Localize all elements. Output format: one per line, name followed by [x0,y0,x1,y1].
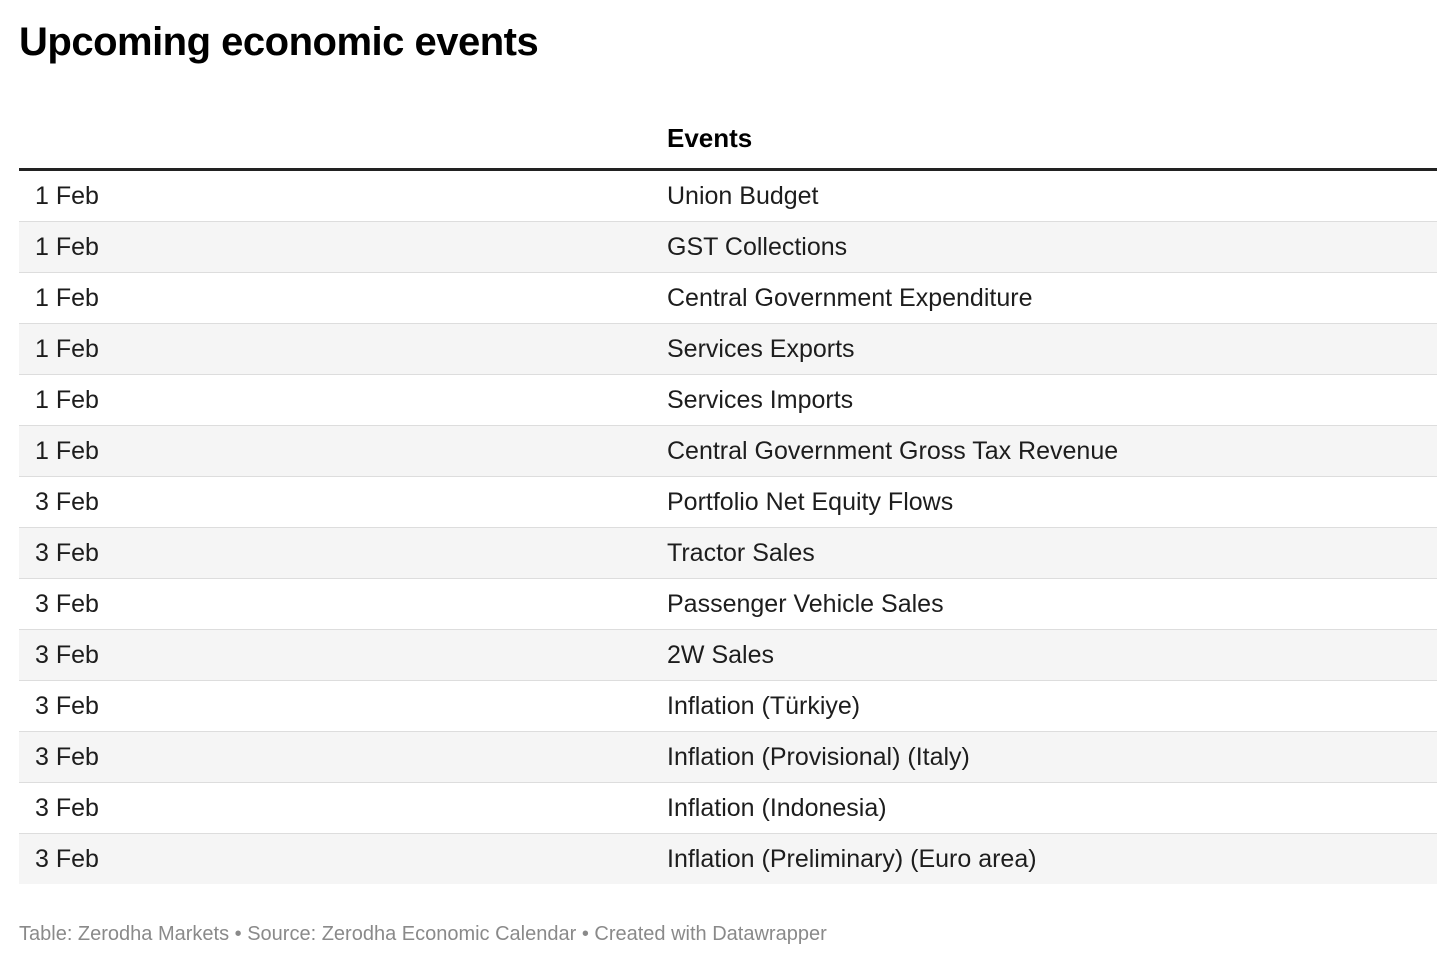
cell-event: Inflation (Preliminary) (Euro area) [651,833,1437,884]
table-row: 1 Feb Central Government Gross Tax Revenu… [19,425,1437,477]
table-row: 3 Feb 2W Sales [19,629,1437,681]
table-row: 3 Feb Inflation (Indonesia) [19,782,1437,834]
page-title: Upcoming economic events [19,20,539,64]
cell-event: Union Budget [651,169,1437,222]
cell-event: GST Collections [651,221,1437,273]
table-row: 3 Feb Portfolio Net Equity Flows [19,476,1437,528]
cell-date: 3 Feb [19,680,651,732]
table-row: 3 Feb Inflation (Türkiye) [19,680,1437,732]
cell-date: 1 Feb [19,221,651,273]
cell-event: 2W Sales [651,629,1437,681]
cell-date: 3 Feb [19,833,651,884]
header-row: Events [19,108,1437,171]
cell-date: 3 Feb [19,527,651,579]
cell-date: 3 Feb [19,629,651,681]
cell-date: 1 Feb [19,169,651,222]
table-row: 1 Feb Union Budget [19,169,1437,222]
cell-event: Central Government Gross Tax Revenue [651,425,1437,477]
cell-event: Inflation (Provisional) (Italy) [651,731,1437,783]
cell-date: 1 Feb [19,374,651,426]
cell-date: 1 Feb [19,425,651,477]
events-table: Events 1 Feb Union Budget 1 Feb GST Collect… [19,108,1437,884]
cell-date: 3 Feb [19,782,651,834]
cell-date: 3 Feb [19,578,651,630]
cell-event: Services Imports [651,374,1437,426]
table-row: 1 Feb Services Exports [19,323,1437,375]
table-row: 1 Feb Services Imports [19,374,1437,426]
table-header: Events [19,108,1437,171]
cell-date: 1 Feb [19,323,651,375]
cell-event: Inflation (Indonesia) [651,782,1437,834]
table-row: 3 Feb Passenger Vehicle Sales [19,578,1437,630]
table-body: 1 Feb Union Budget 1 Feb GST Collections 1 F… [19,169,1437,884]
cell-date: 3 Feb [19,731,651,783]
table-row: 3 Feb Inflation (Preliminary) (Euro area) [19,833,1437,884]
table-row: 3 Feb Tractor Sales [19,527,1437,579]
cell-event: Tractor Sales [651,527,1437,579]
cell-event: Central Government Expenditure [651,272,1437,324]
table-row: 3 Feb Inflation (Provisional) (Italy) [19,731,1437,783]
table-footer: Table: Zerodha Markets • Source: Zerodha… [19,923,827,945]
header-date[interactable] [19,108,651,171]
table-row: 1 Feb Central Government Expenditure [19,272,1437,324]
cell-date: 1 Feb [19,272,651,324]
cell-event: Passenger Vehicle Sales [651,578,1437,630]
table-row: 1 Feb GST Collections [19,221,1437,273]
events-table-container: Events 1 Feb Union Budget 1 Feb GST Collect… [19,108,1437,884]
header-events[interactable]: Events [651,108,1437,171]
cell-event: Inflation (Türkiye) [651,680,1437,732]
cell-date: 3 Feb [19,476,651,528]
cell-event: Services Exports [651,323,1437,375]
cell-event: Portfolio Net Equity Flows [651,476,1437,528]
